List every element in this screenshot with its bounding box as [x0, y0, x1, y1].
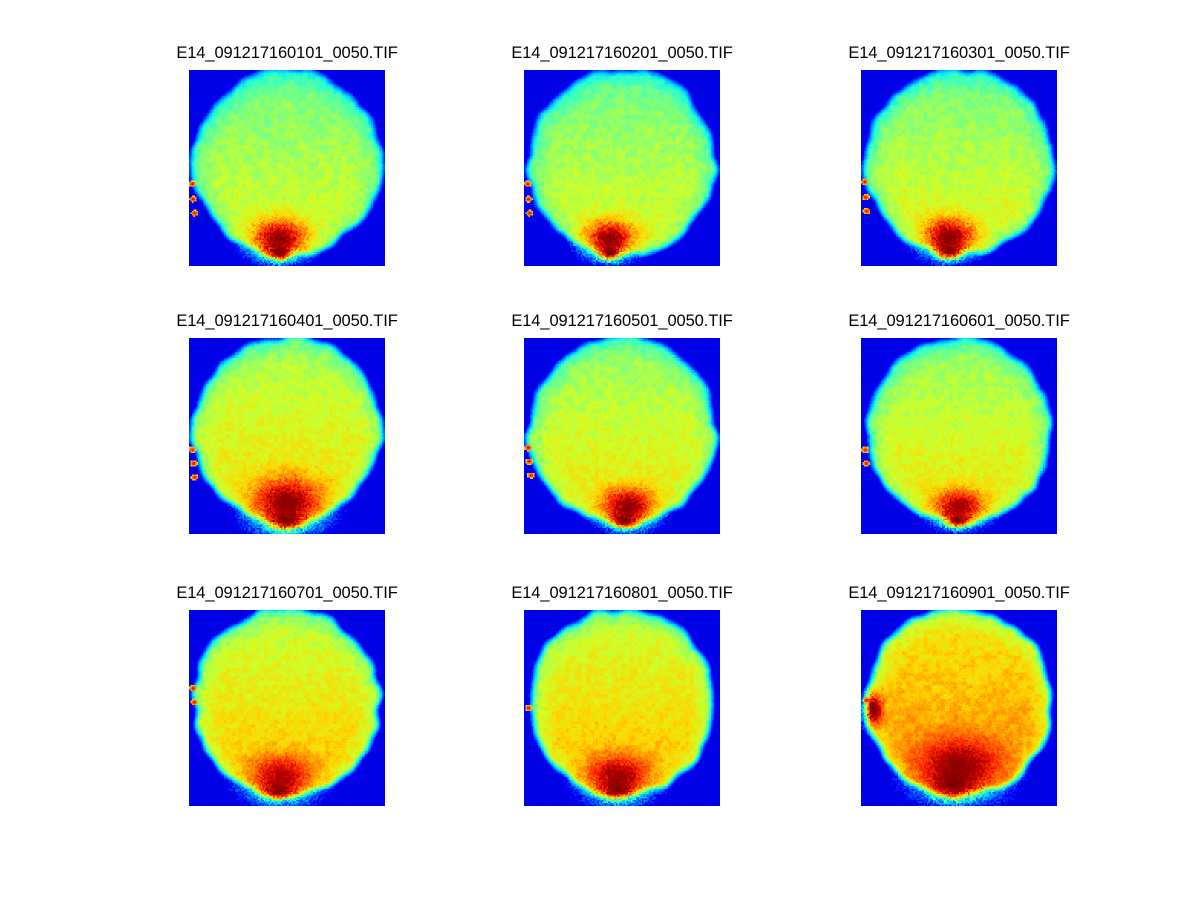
- image-panel-5[interactable]: E14_091217160501_0050.TIF: [511, 312, 733, 534]
- tif-raster-6: [861, 338, 1057, 534]
- tif-raster-8: [524, 610, 720, 806]
- panel-title-4: E14_091217160401_0050.TIF: [176, 312, 398, 330]
- image-panel-8[interactable]: E14_091217160801_0050.TIF: [511, 584, 733, 806]
- panel-image-2[interactable]: [524, 70, 720, 266]
- panel-image-4[interactable]: [189, 338, 385, 534]
- panel-title-7: E14_091217160701_0050.TIF: [176, 584, 398, 602]
- panel-image-7[interactable]: [189, 610, 385, 806]
- image-panel-1[interactable]: E14_091217160101_0050.TIF: [176, 44, 398, 266]
- tif-raster-3: [861, 70, 1057, 266]
- image-panel-2[interactable]: E14_091217160201_0050.TIF: [511, 44, 733, 266]
- panel-image-5[interactable]: [524, 338, 720, 534]
- panel-title-1: E14_091217160101_0050.TIF: [176, 44, 398, 62]
- panel-image-3[interactable]: [861, 70, 1057, 266]
- tif-raster-7: [189, 610, 385, 806]
- panel-title-8: E14_091217160801_0050.TIF: [511, 584, 733, 602]
- panel-title-5: E14_091217160501_0050.TIF: [511, 312, 733, 330]
- image-panel-6[interactable]: E14_091217160601_0050.TIF: [848, 312, 1070, 534]
- panel-title-6: E14_091217160601_0050.TIF: [848, 312, 1070, 330]
- panel-title-3: E14_091217160301_0050.TIF: [848, 44, 1070, 62]
- panel-image-9[interactable]: [861, 610, 1057, 806]
- tif-raster-2: [524, 70, 720, 266]
- image-panel-3[interactable]: E14_091217160301_0050.TIF: [848, 44, 1070, 266]
- tif-raster-1: [189, 70, 385, 266]
- image-panel-7[interactable]: E14_091217160701_0050.TIF: [176, 584, 398, 806]
- panel-image-1[interactable]: [189, 70, 385, 266]
- panel-image-8[interactable]: [524, 610, 720, 806]
- tif-raster-4: [189, 338, 385, 534]
- tif-raster-9: [861, 610, 1057, 806]
- panel-image-6[interactable]: [861, 338, 1057, 534]
- panel-title-9: E14_091217160901_0050.TIF: [848, 584, 1070, 602]
- image-panel-4[interactable]: E14_091217160401_0050.TIF: [176, 312, 398, 534]
- tif-raster-5: [524, 338, 720, 534]
- image-panel-9[interactable]: E14_091217160901_0050.TIF: [848, 584, 1070, 806]
- panel-title-2: E14_091217160201_0050.TIF: [511, 44, 733, 62]
